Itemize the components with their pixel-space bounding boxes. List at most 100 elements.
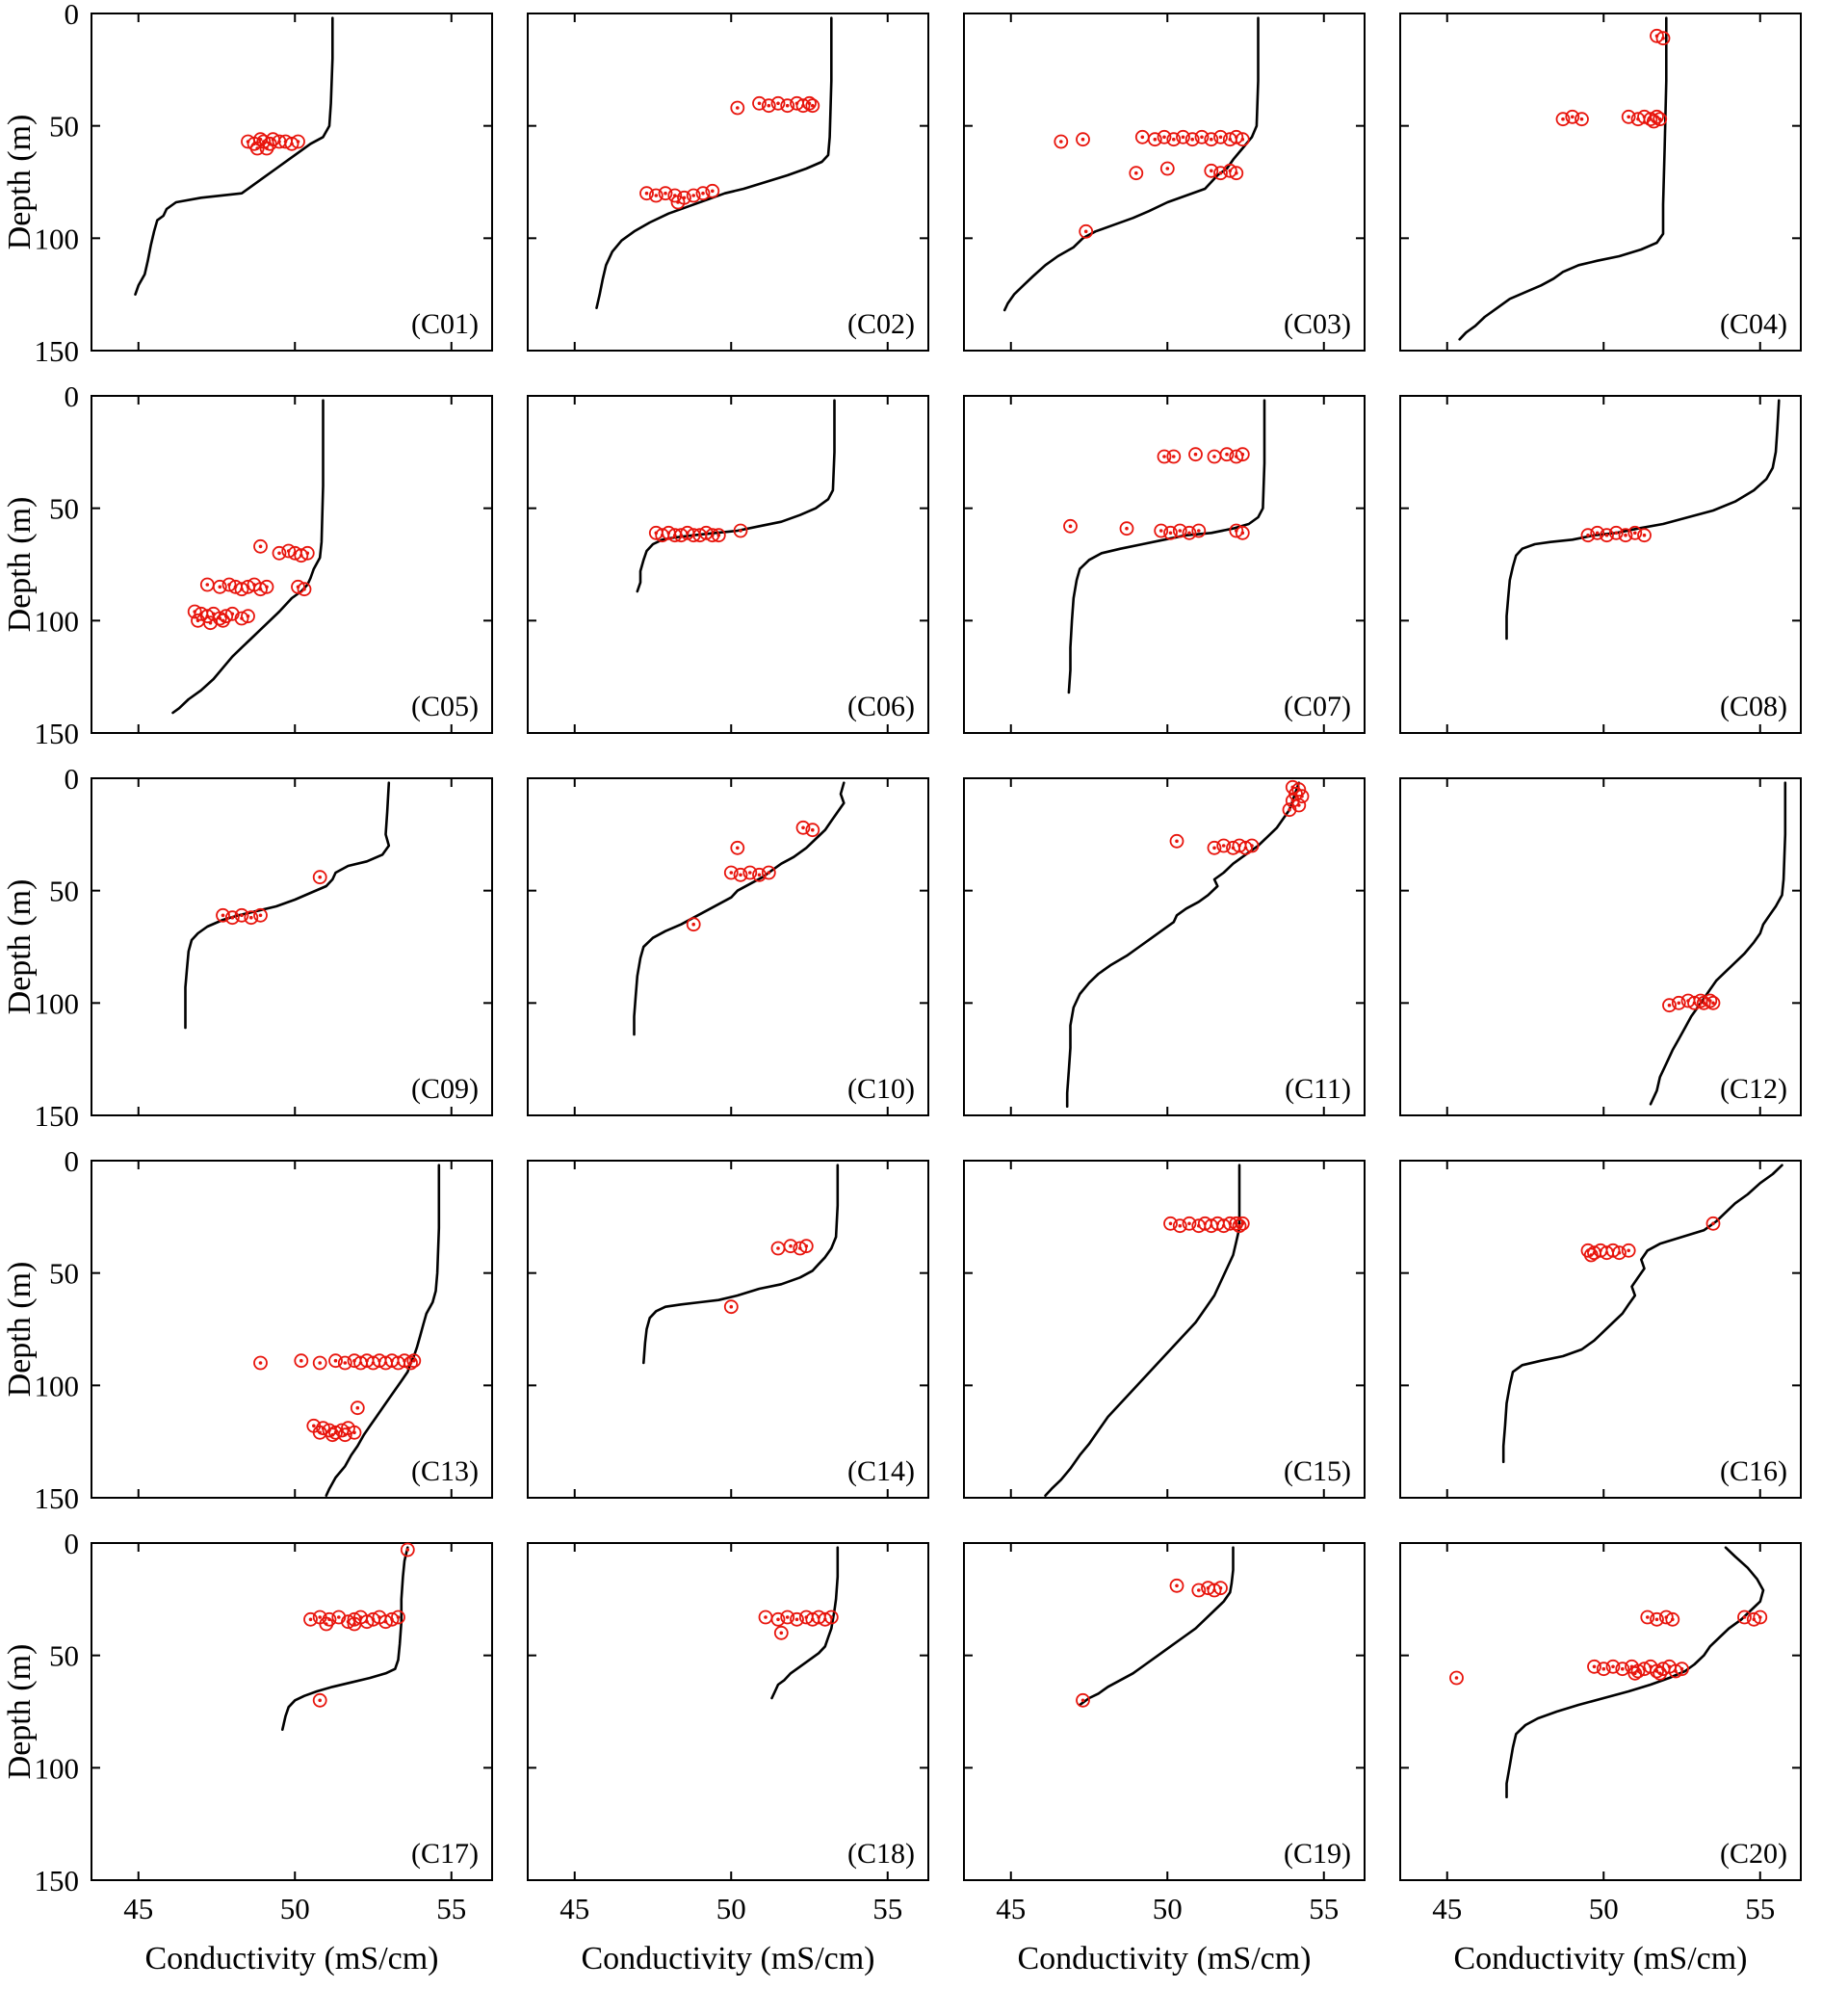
- sample-marker-icon: [667, 188, 683, 203]
- sample-marker-dot: [230, 612, 235, 616]
- conductivity-profile-line: [281, 1546, 409, 1731]
- sample-marker-dot: [1742, 1615, 1747, 1619]
- sample-marker-dot: [776, 1617, 780, 1622]
- sample-marker-dot: [1586, 533, 1590, 537]
- x-tick-label: 45: [996, 1892, 1026, 1925]
- sample-marker-dot: [1172, 455, 1176, 458]
- sample-marker-icon: [1583, 1247, 1599, 1263]
- sample-marker-icon: [1627, 525, 1643, 540]
- sample-marker-dot: [1083, 229, 1088, 234]
- sample-marker-icon: [1705, 1216, 1721, 1231]
- sample-marker-dot: [736, 846, 740, 851]
- sample-marker-dot: [767, 871, 771, 875]
- sample-marker-icon: [780, 98, 795, 114]
- y-tick-label: 0: [65, 762, 80, 796]
- sample-marker-dot: [1210, 169, 1213, 173]
- panel-c07: (C07): [963, 395, 1366, 734]
- sample-marker-icon: [1147, 132, 1162, 147]
- conductivity-profile-line: [1501, 1164, 1783, 1464]
- sample-marker-dot: [1168, 531, 1173, 536]
- conductivity-profile-line: [1002, 16, 1260, 312]
- sample-marker-dot: [1059, 140, 1063, 144]
- sample-marker-icon: [1621, 109, 1636, 124]
- sample-marker-icon: [187, 604, 202, 619]
- y-tick-label: 50: [49, 110, 79, 144]
- panel-border: [527, 13, 929, 352]
- x-tick-label: 50: [1589, 1892, 1619, 1925]
- sample-marker-dot: [1297, 803, 1301, 807]
- sample-marker-icon: [773, 1625, 789, 1640]
- panel-border: [91, 777, 493, 1116]
- y-tick-label: 100: [35, 1751, 80, 1785]
- sample-marker-icon: [400, 1542, 415, 1557]
- sample-marker-icon: [686, 188, 701, 203]
- sample-markers: [253, 1353, 422, 1443]
- sample-marker-dot: [1221, 844, 1226, 848]
- sample-marker-icon: [1291, 782, 1307, 798]
- sample-marker-dot: [305, 551, 310, 556]
- sample-marker-dot: [794, 1617, 799, 1622]
- sample-marker-dot: [318, 875, 322, 879]
- sample-marker-dot: [1197, 529, 1201, 533]
- sample-marker-icon: [1590, 525, 1605, 540]
- sample-marker-dot: [249, 915, 253, 920]
- sample-marker-dot: [739, 873, 742, 877]
- sample-marker-icon: [253, 1355, 268, 1371]
- panel-label: (C06): [847, 691, 915, 722]
- sample-marker-icon: [216, 907, 230, 923]
- sample-marker-icon: [1169, 1578, 1184, 1593]
- sample-marker-dot: [701, 191, 705, 196]
- conductivity-profile-line: [171, 399, 325, 715]
- sample-marker-icon: [1596, 1662, 1611, 1677]
- sample-marker-icon: [1653, 1665, 1668, 1681]
- sample-markers: [187, 538, 315, 631]
- sample-marker-icon: [770, 1611, 786, 1627]
- sample-marker-icon: [1235, 447, 1250, 462]
- panel-label: (C15): [1284, 1455, 1351, 1487]
- sample-marker-dot: [318, 1430, 322, 1435]
- panel-label: (C01): [411, 308, 479, 340]
- sample-markers: [1580, 1216, 1721, 1263]
- panel-label: (C04): [1720, 308, 1787, 340]
- sample-marker-dot: [1671, 1617, 1675, 1622]
- sample-marker-dot: [299, 1358, 303, 1363]
- conductivity-profile-line: [184, 781, 391, 1030]
- sample-marker-icon: [1605, 1659, 1621, 1674]
- sample-marker-dot: [1240, 1221, 1245, 1226]
- sample-marker-icon: [1222, 163, 1237, 178]
- sample-marker-dot: [1652, 119, 1656, 123]
- sample-marker-dot: [265, 585, 269, 589]
- panel-c03: (C03): [963, 13, 1366, 352]
- sample-marker-icon: [391, 1610, 405, 1625]
- panel-label: (C16): [1720, 1455, 1787, 1487]
- panel-border: [1399, 1160, 1802, 1499]
- sample-marker-dot: [1178, 529, 1183, 533]
- sample-markers: [639, 95, 820, 210]
- sample-marker-dot: [1589, 1253, 1594, 1257]
- sample-marker-icon: [234, 582, 249, 597]
- sample-marker-icon: [1244, 838, 1260, 853]
- sample-marker-icon: [670, 195, 686, 210]
- sample-marker-icon: [695, 186, 711, 201]
- sample-marker-dot: [296, 140, 300, 144]
- panel-border: [91, 1542, 493, 1881]
- x-tick-label: 50: [280, 1892, 310, 1925]
- sample-marker-dot: [246, 614, 250, 618]
- sample-marker-dot: [1667, 1003, 1672, 1008]
- x-axis-label: Conductivity (mS/cm): [144, 1941, 438, 1976]
- sample-marker-icon: [1565, 109, 1580, 124]
- panel-label: (C19): [1284, 1838, 1351, 1870]
- sample-marker-icon: [1627, 1665, 1643, 1681]
- sample-markers: [1580, 525, 1652, 543]
- sample-marker-icon: [770, 95, 786, 111]
- sample-marker-dot: [1454, 1676, 1459, 1680]
- sample-marker-dot: [1627, 1248, 1630, 1253]
- sample-marker-dot: [1614, 531, 1619, 536]
- sample-marker-icon: [191, 613, 205, 628]
- sample-marker-icon: [752, 95, 767, 111]
- sample-marker-icon: [790, 1611, 804, 1627]
- sample-marker-icon: [1621, 1243, 1636, 1258]
- sample-marker-dot: [1225, 452, 1229, 457]
- conductivity-profile-line: [325, 1164, 441, 1498]
